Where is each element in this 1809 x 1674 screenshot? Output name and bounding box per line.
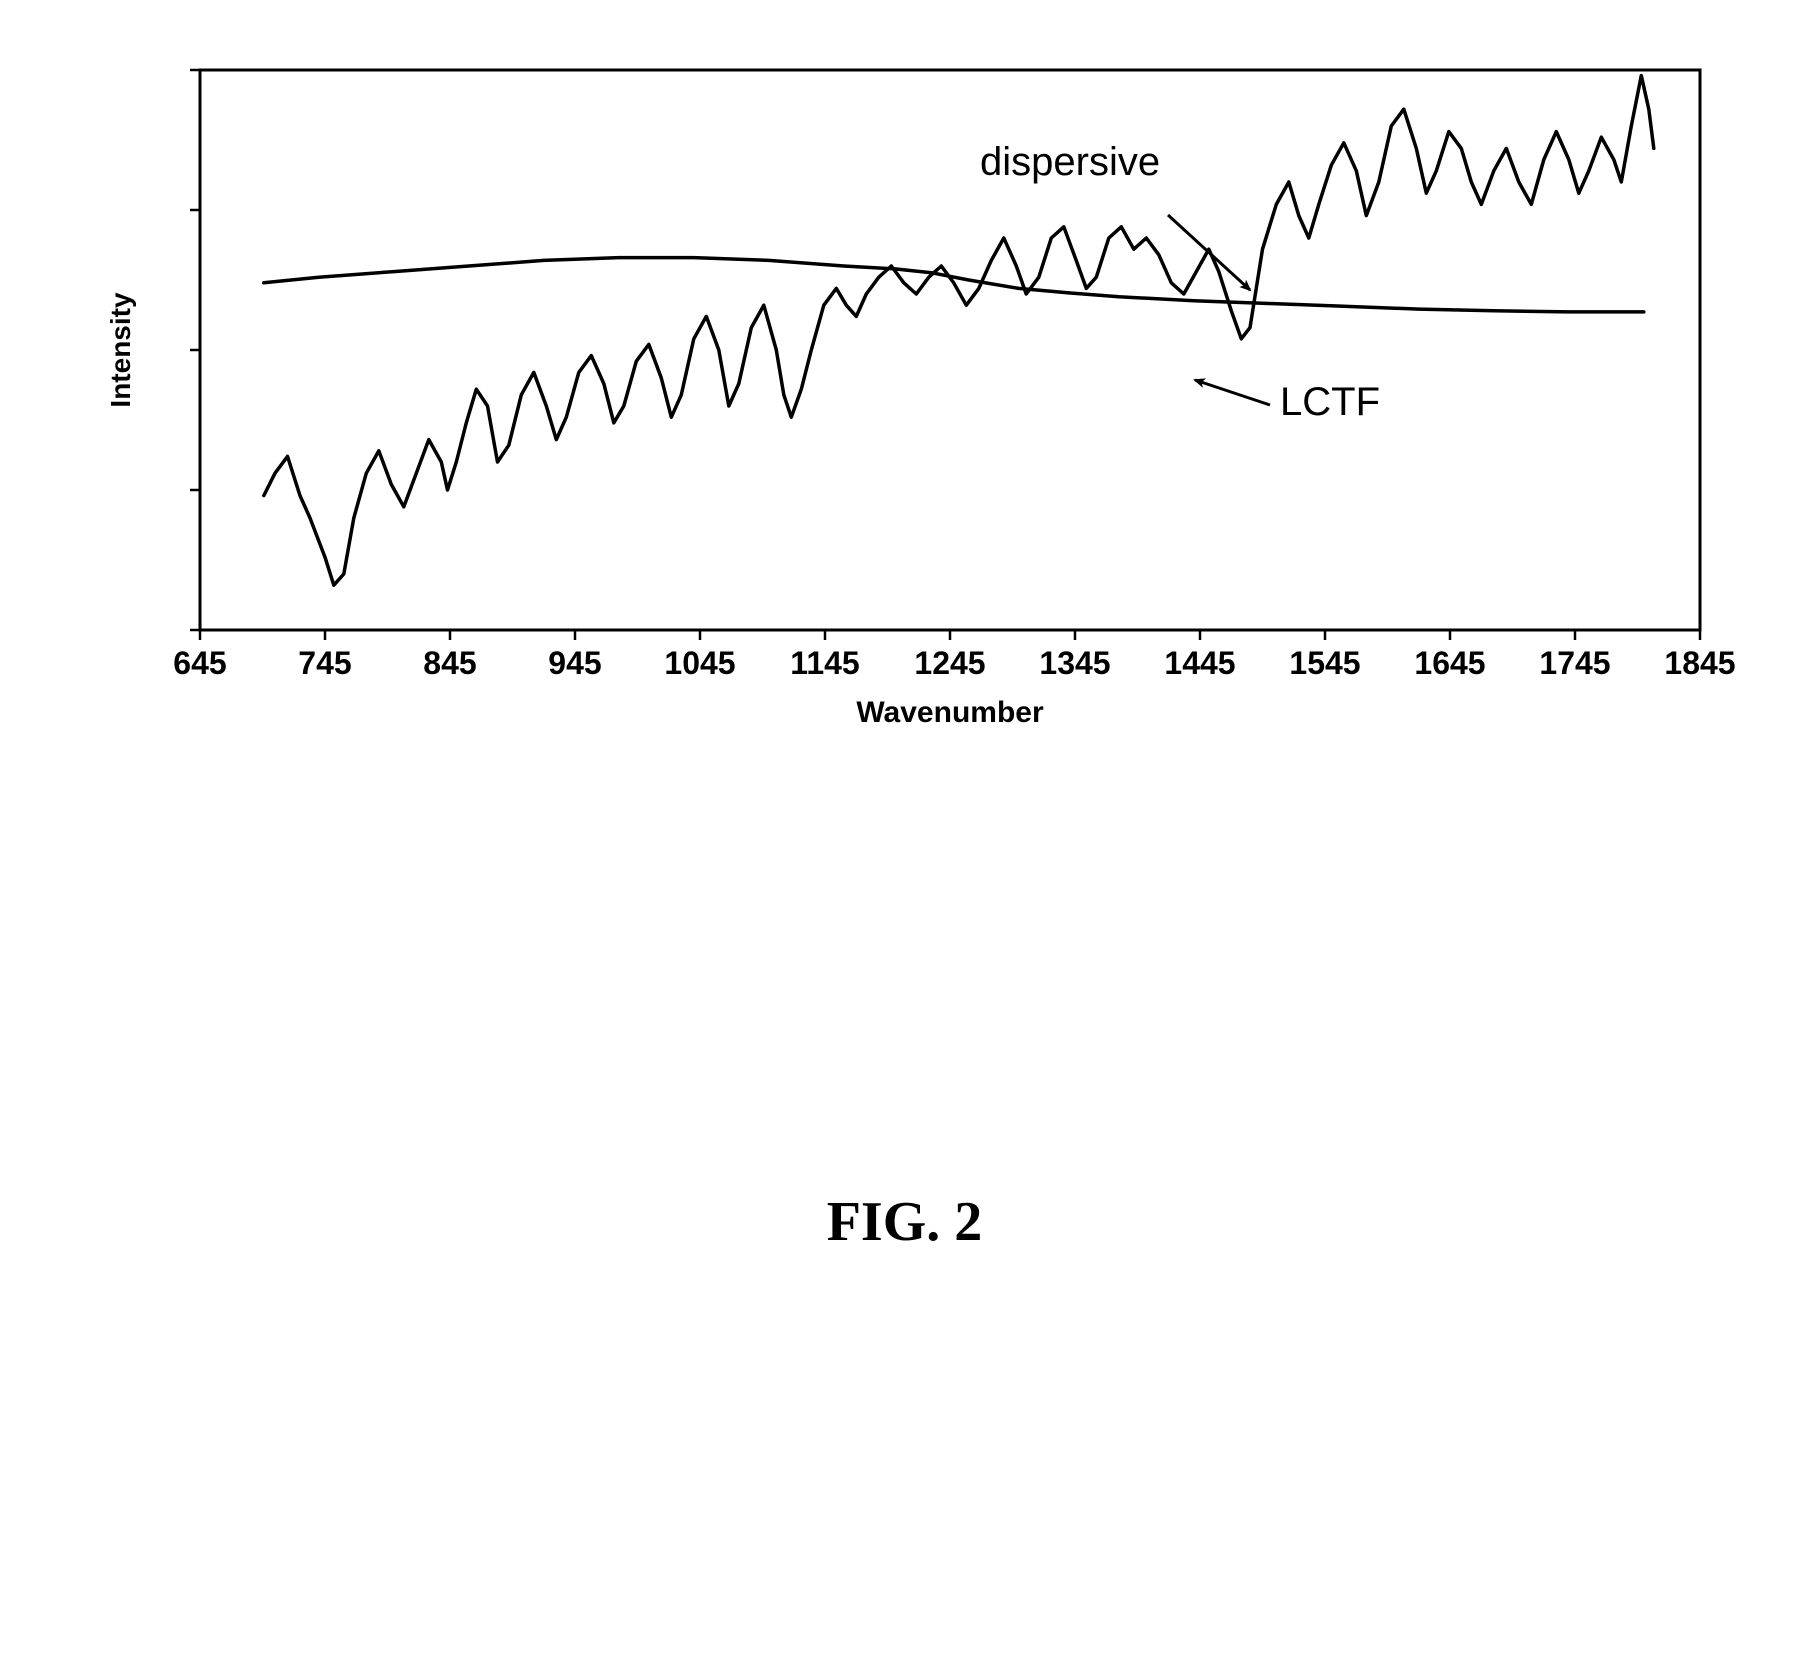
xtick-label: 1745 xyxy=(1539,645,1610,681)
xtick-label: 1445 xyxy=(1164,645,1235,681)
chart-container: 645 745 845 945 1045 1145 1245 1345 1445 1545 1645… xyxy=(70,60,1740,760)
xtick-label: 1545 xyxy=(1289,645,1360,681)
xtick-label: 945 xyxy=(548,645,601,681)
xtick-label: 1645 xyxy=(1414,645,1485,681)
xtick-label: 745 xyxy=(298,645,351,681)
xtick-label: 1345 xyxy=(1039,645,1110,681)
xtick-label: 1245 xyxy=(914,645,985,681)
ylabel: Intensity xyxy=(105,292,136,408)
figure-caption: FIG. 2 xyxy=(0,1190,1809,1254)
xtick-label: 645 xyxy=(173,645,226,681)
xtick-label: 845 xyxy=(423,645,476,681)
xtick-label: 1145 xyxy=(790,645,859,681)
annotation-text-dispersive: dispersive xyxy=(980,140,1160,184)
xtick-label: 1845 xyxy=(1664,645,1735,681)
xtick-label: 1045 xyxy=(664,645,735,681)
plot-background xyxy=(200,70,1700,630)
xlabel: Wavenumber xyxy=(856,696,1044,729)
annotation-text-LCTF: LCTF xyxy=(1280,380,1380,424)
chart-svg: 645 745 845 945 1045 1145 1245 1345 1445 1545 1645… xyxy=(70,60,1740,760)
